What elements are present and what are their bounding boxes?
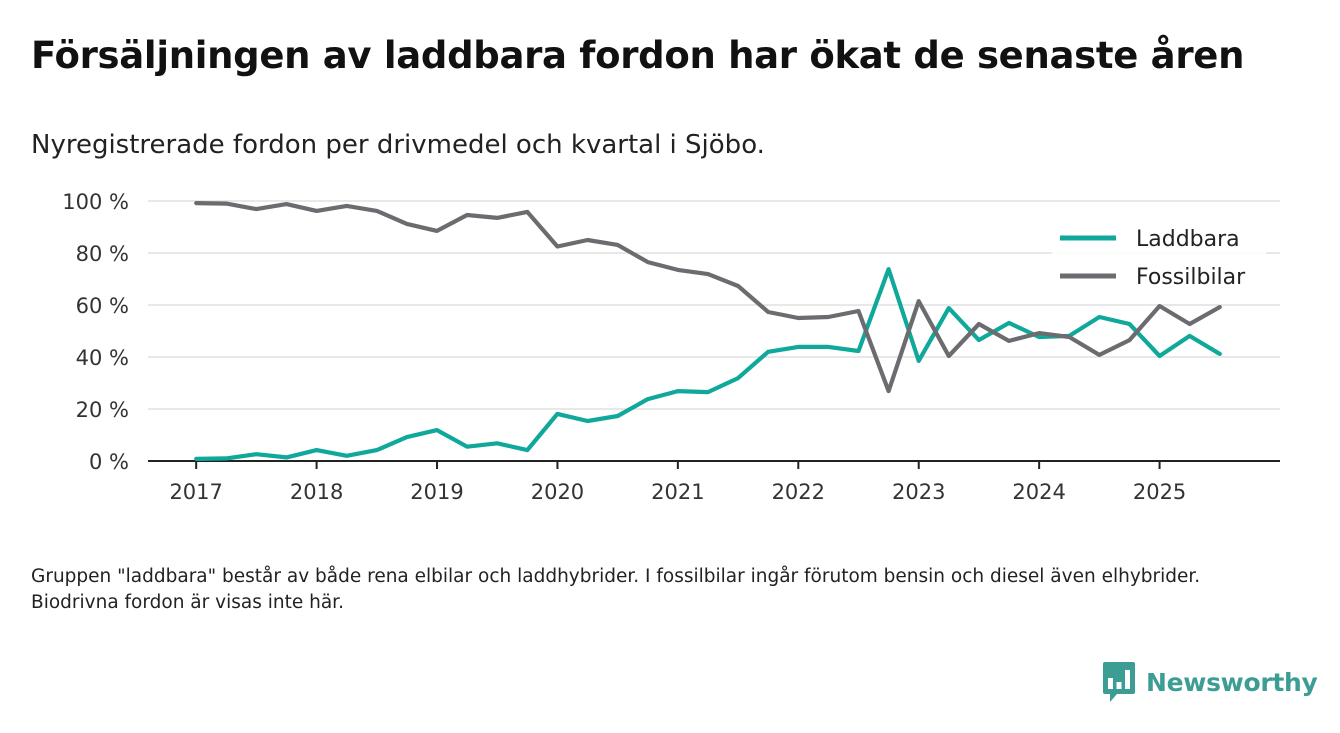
data-point-laddbara: [1218, 352, 1222, 356]
data-point-fossilbilar: [887, 389, 891, 393]
data-point-laddbara: [1007, 321, 1011, 325]
data-point-fossilbilar: [1037, 331, 1041, 335]
y-tick-label: 80 %: [76, 242, 129, 266]
data-point-laddbara: [676, 389, 680, 393]
data-point-fossilbilar: [917, 299, 921, 303]
data-point-fossilbilar: [616, 243, 620, 247]
data-point-laddbara: [616, 414, 620, 418]
data-point-laddbara: [1097, 315, 1101, 319]
data-point-laddbara: [857, 349, 861, 353]
data-point-fossilbilar: [826, 315, 830, 319]
data-point-laddbara: [194, 457, 198, 461]
chart-subtitle: Nyregistrerade fordon per drivmedel och …: [31, 130, 765, 160]
legend: Laddbara Fossilbilar: [1052, 218, 1266, 298]
data-point-laddbara: [465, 445, 469, 449]
data-point-laddbara: [224, 456, 228, 460]
data-point-fossilbilar: [1097, 353, 1101, 357]
data-point-fossilbilar: [1188, 322, 1192, 326]
line-chart: 0 % 20 % 40 % 60 % 80 % 100 % 2017 2018 2019 202…: [62, 190, 1280, 504]
data-point-fossilbilar: [525, 210, 529, 214]
legend-background: [1052, 218, 1266, 298]
data-point-fossilbilar: [224, 202, 228, 206]
brand-name: Newsworthy: [1146, 667, 1318, 697]
data-point-laddbara: [435, 428, 439, 432]
data-point-laddbara: [917, 359, 921, 363]
data-point-fossilbilar: [375, 209, 379, 213]
y-tick-label: 0 %: [89, 450, 129, 474]
series-line-laddbara: [194, 267, 1222, 461]
data-point-fossilbilar: [315, 209, 319, 213]
x-tick-label: 2017: [169, 480, 222, 504]
data-point-fossilbilar: [194, 201, 198, 205]
series-line-fossilbilar: [194, 201, 1222, 394]
x-axis: 2017 2018 2019 2020 2021 2022 2023 2024 2025: [148, 460, 1280, 504]
data-point-laddbara: [375, 448, 379, 452]
data-point-fossilbilar: [586, 238, 590, 242]
x-tick-label: 2018: [290, 480, 343, 504]
data-point-laddbara: [706, 390, 710, 394]
data-point-fossilbilar: [1218, 305, 1222, 309]
series-lines: [194, 201, 1222, 461]
data-point-fossilbilar: [555, 245, 559, 249]
y-axis: 0 % 20 % 40 % 60 % 80 % 100 %: [62, 190, 129, 474]
data-point-fossilbilar: [947, 354, 951, 358]
data-point-fossilbilar: [405, 222, 409, 226]
data-point-fossilbilar: [1127, 338, 1131, 342]
data-point-laddbara: [315, 448, 319, 452]
x-tick-label: 2021: [651, 480, 704, 504]
data-point-fossilbilar: [495, 216, 499, 220]
x-tick-label: 2019: [410, 480, 463, 504]
data-point-fossilbilar: [1158, 304, 1162, 308]
data-point-fossilbilar: [254, 207, 258, 211]
footnote: Gruppen "laddbara" består av både rena e…: [31, 566, 1201, 613]
data-point-fossilbilar: [676, 268, 680, 272]
data-point-fossilbilar: [857, 309, 861, 313]
data-point-fossilbilar: [766, 310, 770, 314]
data-point-laddbara: [525, 448, 529, 452]
data-point-fossilbilar: [646, 260, 650, 264]
data-point-laddbara: [766, 350, 770, 354]
data-point-fossilbilar: [1067, 335, 1071, 339]
newsworthy-logo: Newsworthy: [1102, 660, 1318, 704]
data-point-fossilbilar: [1007, 339, 1011, 343]
data-point-fossilbilar: [736, 284, 740, 288]
data-point-laddbara: [284, 455, 288, 459]
x-tick-label: 2022: [772, 480, 825, 504]
y-tick-label: 100 %: [62, 190, 129, 214]
data-point-laddbara: [495, 441, 499, 445]
data-point-laddbara: [887, 267, 891, 271]
data-point-laddbara: [405, 435, 409, 439]
data-point-fossilbilar: [345, 204, 349, 208]
data-point-fossilbilar: [977, 322, 981, 326]
data-point-laddbara: [826, 345, 830, 349]
data-point-laddbara: [555, 412, 559, 416]
data-point-laddbara: [977, 338, 981, 342]
legend-label-laddbara: Laddbara: [1136, 227, 1240, 252]
data-point-laddbara: [736, 376, 740, 380]
data-point-laddbara: [345, 454, 349, 458]
x-tick-label: 2025: [1133, 480, 1186, 504]
y-tick-label: 20 %: [76, 398, 129, 422]
bar-chart-speech-icon: [1103, 662, 1135, 702]
data-point-laddbara: [586, 419, 590, 423]
data-point-laddbara: [947, 306, 951, 310]
data-point-fossilbilar: [796, 316, 800, 320]
data-point-laddbara: [1188, 334, 1192, 338]
x-tick-label: 2024: [1012, 480, 1065, 504]
data-point-laddbara: [796, 345, 800, 349]
data-point-fossilbilar: [435, 229, 439, 233]
data-point-fossilbilar: [465, 213, 469, 217]
data-point-laddbara: [1127, 322, 1131, 326]
data-point-laddbara: [1158, 354, 1162, 358]
legend-label-fossilbilar: Fossilbilar: [1136, 265, 1246, 290]
data-point-laddbara: [254, 452, 258, 456]
x-tick-label: 2020: [531, 480, 584, 504]
data-point-laddbara: [646, 397, 650, 401]
y-tick-label: 60 %: [76, 294, 129, 318]
data-point-fossilbilar: [284, 202, 288, 206]
x-tick-label: 2023: [892, 480, 945, 504]
y-tick-label: 40 %: [76, 346, 129, 370]
data-point-fossilbilar: [706, 272, 710, 276]
page-title: Försäljningen av laddbara fordon har öka…: [31, 34, 1245, 77]
